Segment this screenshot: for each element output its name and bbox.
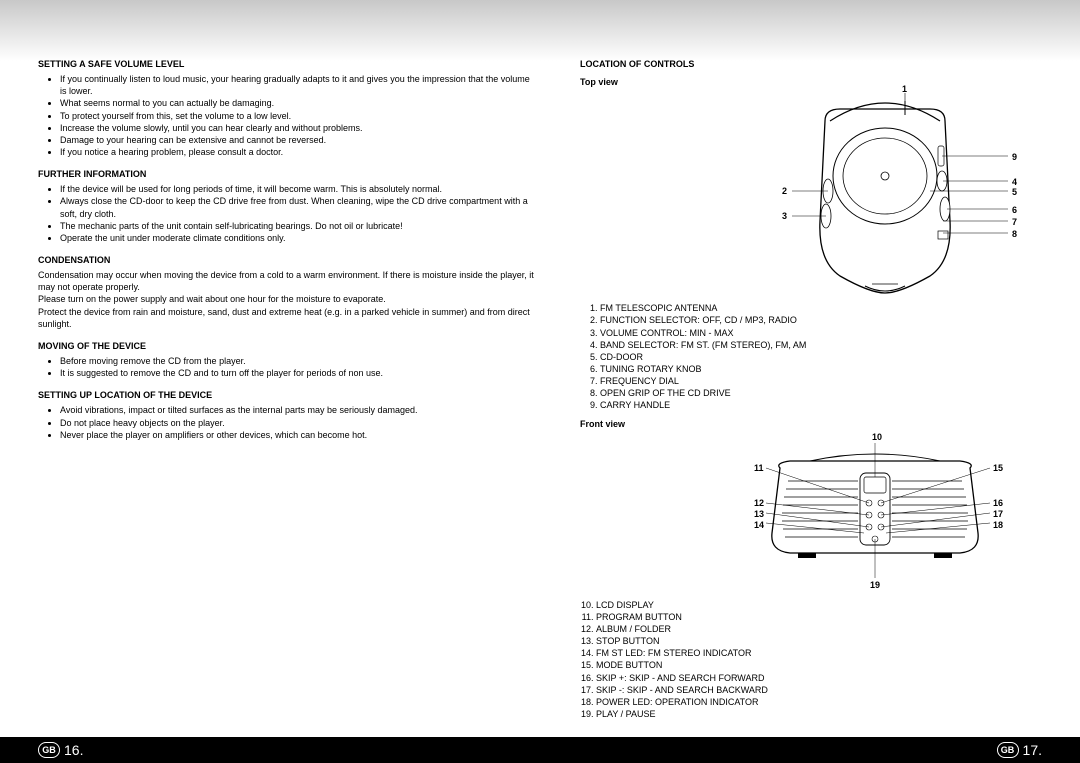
list-item: MODE BUTTON [596,659,1080,671]
callout-8: 8 [1012,228,1017,240]
list-item: Operate the unit under moderate climate … [60,232,538,244]
callout-6: 6 [1012,204,1017,216]
list-item: If you notice a hearing problem, please … [60,146,538,158]
heading-setting-up: SETTING UP LOCATION OF THE DEVICE [38,389,538,401]
callout-9: 9 [1012,151,1017,163]
page-number-text: 16. [64,742,83,758]
list-item: PLAY / PAUSE [596,708,1080,720]
list-safe-volume: If you continually listen to loud music,… [38,73,538,158]
callout-2: 2 [782,185,787,197]
page-number-left: GB 16. [38,742,83,758]
list-item: The mechanic parts of the unit contain s… [60,220,538,232]
page-left: SETTING A SAFE VOLUME LEVEL If you conti… [38,48,538,441]
list-front-controls: LCD DISPLAY PROGRAM BUTTON ALBUM / FOLDE… [580,599,1080,720]
list-item: Always close the CD-door to keep the CD … [60,195,538,219]
heading-moving: MOVING OF THE DEVICE [38,340,538,352]
gb-badge-icon: GB [997,742,1019,758]
list-item: Avoid vibrations, impact or tilted surfa… [60,404,538,416]
list-item: If the device will be used for long peri… [60,183,538,195]
list-item: STOP BUTTON [596,635,1080,647]
paragraph: Please turn on the power supply and wait… [38,293,538,305]
callout-18: 18 [993,519,1003,531]
list-top-controls: FM TELESCOPIC ANTENNA FUNCTION SELECTOR:… [580,302,1080,411]
subheading-front-view: Front view [580,418,1080,430]
callout-10: 10 [872,431,882,443]
list-item: FM ST LED: FM STEREO INDICATOR [596,647,1080,659]
diagram-front-view: 10 11 12 13 14 15 16 17 18 19 [680,433,1050,593]
list-item: What seems normal to you can actually be… [60,97,538,109]
paragraph: Protect the device from rain and moistur… [38,306,538,330]
list-item: CARRY HANDLE [600,399,1080,411]
heading-further-info: FURTHER INFORMATION [38,168,538,180]
callout-14: 14 [754,519,764,531]
page-number-text: 17. [1023,742,1042,758]
list-item: CD-DOOR [600,351,1080,363]
list-item: VOLUME CONTROL: MIN - MAX [600,327,1080,339]
top-view-svg [680,91,1050,296]
heading-safe-volume: SETTING A SAFE VOLUME LEVEL [38,58,538,70]
list-further-info: If the device will be used for long peri… [38,183,538,244]
heading-condensation: CONDENSATION [38,254,538,266]
callout-7: 7 [1012,216,1017,228]
list-item: Damage to your hearing can be extensive … [60,134,538,146]
page-number-right: GB 17. [997,742,1042,758]
list-item: OPEN GRIP OF THE CD DRIVE [600,387,1080,399]
diagram-top-view: 1 2 3 9 4 5 6 7 8 [680,91,1050,296]
list-item: Increase the volume slowly, until you ca… [60,122,538,134]
list-item: FUNCTION SELECTOR: OFF, CD / MP3, RADIO [600,314,1080,326]
callout-15: 15 [993,462,1003,474]
list-item: FREQUENCY DIAL [600,375,1080,387]
page-right: LOCATION OF CONTROLS Top view [580,48,1080,720]
callout-5: 5 [1012,186,1017,198]
list-item: Never place the player on amplifiers or … [60,429,538,441]
footer: GB 16. GB 17. [0,737,1080,763]
list-item: POWER LED: OPERATION INDICATOR [596,696,1080,708]
list-item: If you continually listen to loud music,… [60,73,538,97]
paragraph: Condensation may occur when moving the d… [38,269,538,293]
subheading-top-view: Top view [580,76,1080,88]
list-item: FM TELESCOPIC ANTENNA [600,302,1080,314]
list-item: It is suggested to remove the CD and to … [60,367,538,379]
list-moving: Before moving remove the CD from the pla… [38,355,538,379]
list-item: ALBUM / FOLDER [596,623,1080,635]
list-item: TUNING ROTARY KNOB [600,363,1080,375]
list-item: BAND SELECTOR: FM ST. (FM STEREO), FM, A… [600,339,1080,351]
callout-19: 19 [870,579,880,591]
list-item: PROGRAM BUTTON [596,611,1080,623]
callout-3: 3 [782,210,787,222]
callout-1: 1 [902,83,907,95]
callout-11: 11 [754,462,764,474]
heading-location-controls: LOCATION OF CONTROLS [580,58,1080,70]
list-item: Before moving remove the CD from the pla… [60,355,538,367]
list-item: SKIP -: SKIP - AND SEARCH BACKWARD [596,684,1080,696]
list-item: Do not place heavy objects on the player… [60,417,538,429]
list-item: LCD DISPLAY [596,599,1080,611]
gb-badge-icon: GB [38,742,60,758]
list-setting-up: Avoid vibrations, impact or tilted surfa… [38,404,538,440]
list-item: To protect yourself from this, set the v… [60,110,538,122]
list-item: SKIP +: SKIP - AND SEARCH FORWARD [596,672,1080,684]
